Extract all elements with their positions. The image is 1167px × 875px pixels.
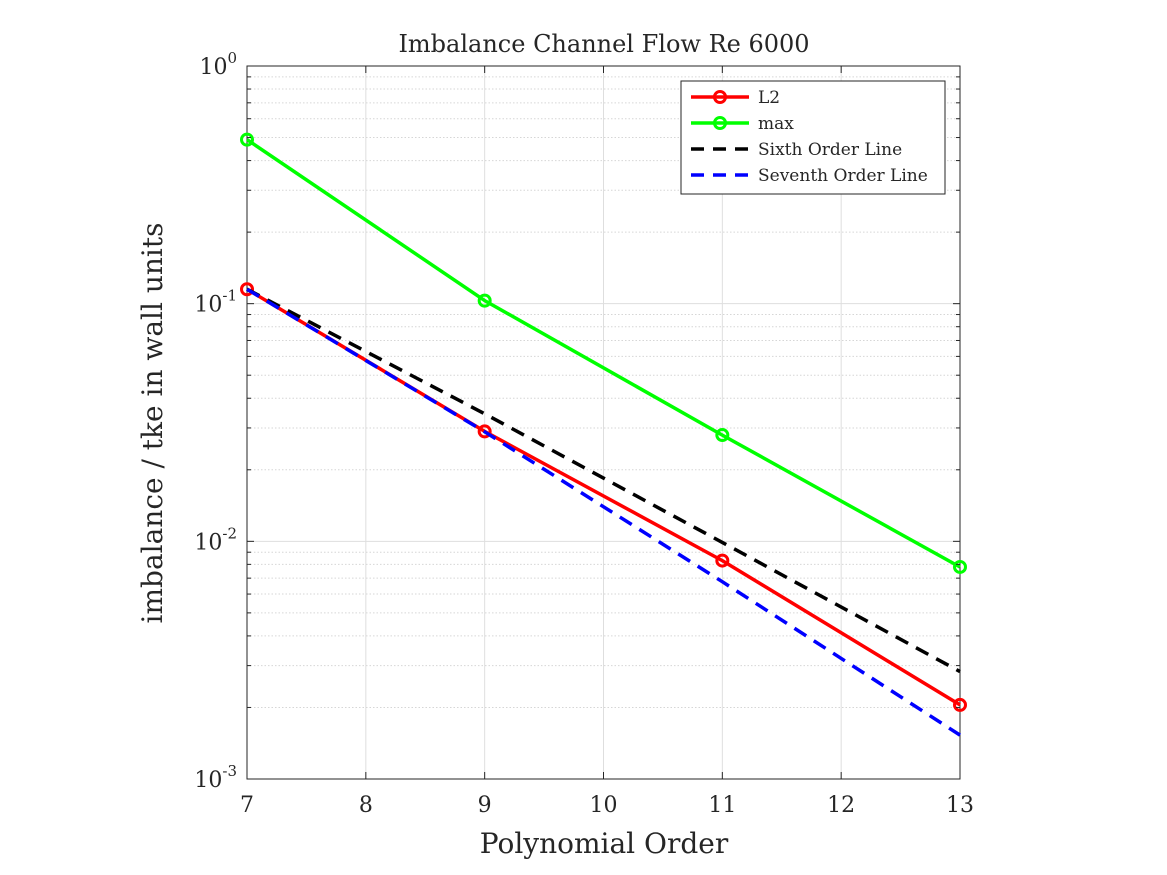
- data-point-l2: [240, 282, 254, 297]
- chart-title: Imbalance Channel Flow Re 6000: [398, 30, 809, 58]
- series-layer: [240, 132, 967, 737]
- data-point-l2: [477, 424, 492, 439]
- data-point-l2: [715, 553, 730, 568]
- legend-label-l2: L2: [758, 88, 780, 108]
- data-point-max: [477, 293, 492, 308]
- x-tick-label: 12: [827, 793, 855, 818]
- y-tick-label: 100: [199, 49, 237, 80]
- x-tick-label: 11: [708, 793, 736, 818]
- y-tick-label: 10-2: [194, 524, 237, 555]
- x-tick-label: 7: [240, 793, 254, 818]
- data-point-max: [715, 428, 730, 443]
- x-tick-label: 13: [946, 793, 974, 818]
- series-line-seventh-order-line: [246, 287, 961, 737]
- legend-label-sixth-order-line: Sixth Order Line: [758, 140, 902, 160]
- legend-marker-max: [713, 116, 727, 130]
- x-axis-label: Polynomial Order: [480, 827, 729, 860]
- axis-ticks: 7 8 9 10 11 12 13 10-3 10-2 10-1 100: [194, 49, 974, 818]
- y-axis-label: imbalance / tke in wall units: [136, 223, 169, 624]
- data-point-max: [953, 559, 967, 574]
- x-tick-label: 10: [590, 793, 618, 818]
- series-line-sixth-order-line: [246, 287, 961, 674]
- series-line-max: [246, 138, 961, 569]
- data-point-l2: [953, 697, 967, 712]
- legend: L2 max Sixth Order Line Seventh Order Line: [680, 80, 946, 195]
- data-point-max: [240, 132, 254, 147]
- x-tick-label: 9: [478, 793, 492, 818]
- legend-label-seventh-order-line: Seventh Order Line: [758, 166, 928, 186]
- y-tick-label: 10-3: [194, 762, 237, 793]
- y-tick-label: 10-1: [194, 287, 237, 318]
- legend-marker-l2: [713, 90, 727, 104]
- legend-label-max: max: [758, 114, 794, 134]
- x-tick-label: 8: [359, 793, 373, 818]
